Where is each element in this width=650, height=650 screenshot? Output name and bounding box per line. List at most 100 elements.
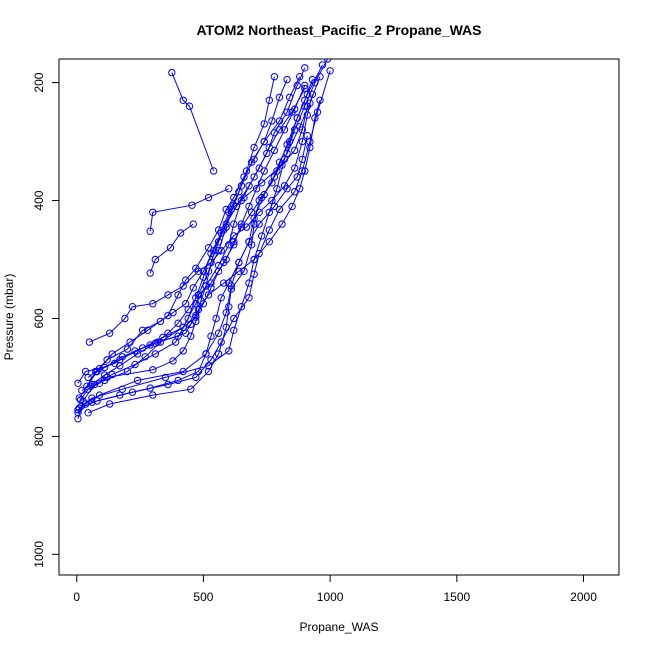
data-point — [296, 73, 304, 81]
data-point — [323, 59, 332, 63]
data-point — [192, 373, 200, 382]
data-point — [301, 81, 309, 90]
data-point — [255, 208, 263, 217]
data-point — [199, 300, 208, 308]
x-axis-label: Propane_WAS — [300, 620, 379, 634]
data-point — [207, 332, 215, 340]
x-axis: 0 500 1000 1500 2000 — [73, 575, 597, 604]
data-point — [275, 117, 284, 125]
data-point — [184, 314, 192, 323]
y-axis-label: Pressure (mbar) — [2, 274, 16, 361]
data-point — [133, 350, 142, 358]
series-18 — [146, 220, 198, 277]
data-point — [268, 117, 276, 125]
data-point — [225, 303, 233, 311]
data-point — [217, 247, 225, 255]
data-point — [222, 308, 230, 317]
data-point — [250, 143, 258, 152]
data-point — [133, 376, 142, 385]
series-14 — [85, 90, 317, 346]
data-point — [217, 338, 225, 346]
series-line — [77, 135, 308, 411]
data-point — [174, 376, 182, 385]
data-point — [131, 360, 139, 369]
data-point — [225, 347, 233, 355]
data-point — [240, 173, 248, 181]
data-point — [189, 284, 198, 292]
series-line — [89, 94, 313, 343]
data-point — [151, 339, 160, 347]
data-point — [291, 146, 299, 155]
data-point — [149, 208, 157, 217]
data-point — [174, 291, 182, 299]
data-point — [303, 111, 311, 119]
data-point — [260, 167, 268, 175]
data-point — [235, 188, 243, 196]
x-tick-label: 0 — [73, 590, 80, 604]
plot-frame — [58, 58, 620, 576]
data-point — [318, 61, 327, 69]
data-point — [159, 333, 167, 341]
data-point — [258, 179, 266, 187]
data-point — [275, 126, 284, 134]
data-point — [174, 332, 182, 340]
data-point — [207, 258, 215, 267]
data-point — [280, 126, 289, 134]
data-point — [250, 220, 258, 228]
series-line — [96, 76, 321, 372]
data-point — [278, 220, 286, 228]
data-point — [179, 323, 187, 331]
data-point — [187, 332, 195, 340]
data-point — [174, 319, 182, 327]
data-point — [268, 196, 276, 205]
data-point — [146, 341, 154, 349]
data-point — [214, 238, 223, 246]
data-point — [301, 64, 309, 72]
y-tick-label: 200 — [32, 72, 46, 92]
data-point — [179, 347, 187, 355]
x-tick-label: 1500 — [443, 590, 470, 604]
data-point — [209, 167, 218, 175]
data-point — [265, 226, 273, 234]
data-point — [194, 367, 203, 376]
data-point — [316, 73, 324, 81]
data-point — [298, 155, 306, 164]
data-point — [176, 229, 185, 237]
data-point — [123, 345, 132, 353]
series-6 — [75, 67, 334, 412]
series-7 — [74, 73, 279, 423]
data-point — [214, 350, 223, 358]
data-point — [164, 291, 172, 299]
data-point — [255, 249, 263, 258]
data-point — [141, 353, 149, 361]
data-point — [88, 380, 96, 389]
data-point — [230, 193, 238, 202]
data-point — [225, 279, 233, 287]
x-tick-label: 1000 — [317, 590, 344, 604]
data-point — [207, 284, 215, 292]
data-point — [93, 367, 101, 376]
y-tick-label: 1000 — [32, 541, 46, 568]
data-point — [151, 255, 160, 264]
data-point — [250, 255, 258, 264]
data-point — [179, 282, 187, 290]
data-point — [204, 291, 213, 299]
data-point — [230, 314, 238, 323]
data-point — [220, 258, 228, 267]
data-point — [84, 373, 92, 382]
data-point — [283, 108, 291, 116]
data-point — [296, 123, 304, 131]
data-point — [255, 220, 263, 228]
data-point — [252, 185, 261, 193]
data-point — [222, 220, 230, 228]
data-point — [149, 391, 157, 399]
data-point — [146, 227, 154, 235]
data-point — [245, 238, 253, 246]
data-point — [258, 232, 266, 240]
data-point — [121, 314, 129, 323]
data-point — [237, 220, 246, 228]
data-point — [93, 397, 101, 405]
data-point — [296, 185, 304, 193]
data-point — [258, 193, 266, 202]
